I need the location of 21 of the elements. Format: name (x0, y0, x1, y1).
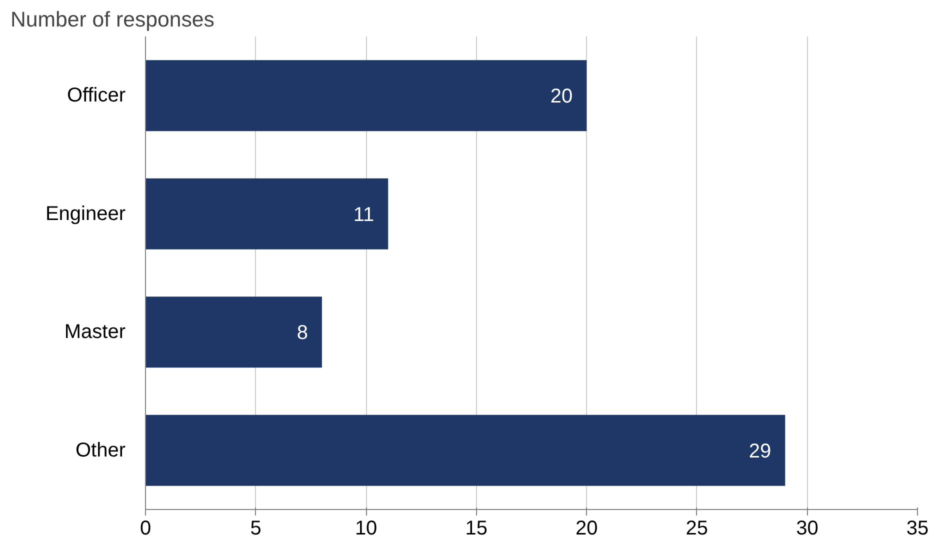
x-tick-label: 0 (140, 518, 152, 540)
bar (146, 178, 388, 250)
data-label: 29 (748, 440, 772, 462)
x-tick-label: 15 (465, 518, 488, 540)
y-tick-label: Master (64, 321, 126, 344)
x-tick-label: 30 (796, 518, 818, 540)
data-label: 11 (353, 204, 374, 226)
bar (146, 296, 322, 368)
y-tick-label: Officer (66, 84, 126, 107)
bar (146, 414, 786, 486)
y-tick-label: Other (75, 439, 126, 462)
x-tick-label: 10 (354, 518, 378, 540)
x-tick-label: 35 (906, 518, 929, 540)
y-tick-label: Engineer (45, 202, 126, 225)
x-tick-label: 5 (250, 518, 262, 540)
bar (146, 60, 587, 132)
chart-title: Number of responses (10, 8, 214, 32)
x-tick-label: 25 (686, 518, 708, 540)
x-tick-label: 20 (576, 518, 598, 540)
data-label: 8 (296, 322, 308, 344)
data-label: 20 (550, 86, 573, 108)
